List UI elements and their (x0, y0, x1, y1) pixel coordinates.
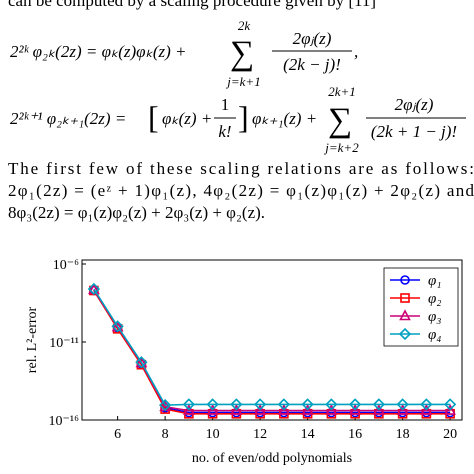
marker (135, 356, 148, 369)
eq2-sum-upper: 2k+1 (328, 84, 356, 99)
eq2-rest: φₖ₊₁(z) + (252, 109, 317, 128)
eq1-sum-upper: 2k (238, 18, 251, 33)
marker (182, 398, 196, 411)
marker (206, 398, 219, 411)
x-tick-label: 6 (114, 427, 121, 442)
marker (206, 403, 219, 415)
marker (400, 293, 410, 303)
x-tick-label: 10 (206, 427, 220, 442)
marker (183, 403, 195, 415)
marker (396, 403, 409, 415)
eq2-lhs: 2²ᵏ⁺¹ φ₂ₖ₊₁(2z) = (10, 109, 126, 128)
marker (111, 320, 124, 333)
x-tick-label: 8 (162, 427, 169, 442)
marker (277, 398, 291, 411)
marker (254, 403, 266, 415)
eq2-open: [ (148, 99, 159, 135)
marker (399, 309, 411, 321)
x-tick-label: 12 (253, 427, 267, 442)
marker (420, 398, 433, 411)
y-axis-label: rel. L²-error (25, 306, 40, 373)
x-tick-label: 16 (348, 427, 362, 442)
marker (443, 398, 457, 411)
eq2-frac-den: k! (218, 122, 231, 141)
legend-label: φ₂ (428, 291, 442, 307)
x-axis-label: no. of even/odd polynomials (192, 451, 352, 466)
x-tick-label: 20 (443, 427, 457, 442)
legend-label: φ₄ (428, 327, 442, 343)
legend-label: φ₁ (428, 273, 442, 289)
marker (87, 282, 101, 296)
y-tick-label: 10⁻¹⁶ (49, 414, 80, 429)
series-line (93, 290, 451, 415)
eq2-sum-lower: j=k+2 (323, 140, 359, 155)
marker (400, 275, 410, 285)
marker (325, 403, 338, 415)
marker (278, 403, 290, 415)
series-line (93, 288, 451, 406)
marker (348, 398, 362, 411)
marker (398, 327, 412, 341)
marker (373, 403, 385, 415)
eq1-sum: ∑ (230, 35, 254, 72)
marker (444, 403, 456, 415)
y-tick-label: 10⁻¹¹ (49, 336, 79, 351)
eq1-numerator: 2φⱼ(z) (293, 29, 332, 48)
eq2-denominator: (2k + 1 − j)! (371, 122, 457, 141)
eq2-frac-num: 1 (221, 95, 230, 114)
marker (420, 403, 433, 415)
eq2-sum: ∑ (328, 102, 352, 139)
marker (230, 403, 243, 415)
marker (253, 398, 267, 411)
marker (372, 398, 386, 411)
marker (301, 398, 314, 411)
top-line: can be computed by a scaling procedure g… (8, 0, 376, 10)
eq1-lhs: 2²ᵏ φ₂ₖ(2z) = φₖ(z)φₖ(z) + (10, 42, 186, 61)
marker (349, 403, 361, 415)
marker (396, 398, 409, 411)
x-tick-label: 18 (396, 427, 410, 442)
marker (325, 398, 338, 411)
eq1-denominator: (2k − j)! (283, 55, 341, 74)
legend-box (383, 267, 459, 347)
y-tick-label: 10⁻⁶ (53, 258, 79, 273)
paragraph-line: 8φ₃(2z) = φ₁(z)φ₂(z) + 2φ₃(z) + φ₂(z). (8, 203, 265, 222)
marker (301, 403, 314, 415)
legend-label: φ₃ (428, 309, 442, 325)
eq1-end: , (354, 42, 358, 61)
plot-frame (81, 259, 463, 421)
eq2-term: φₖ(z) + (162, 109, 212, 128)
marker (230, 398, 243, 411)
x-tick-label: 14 (301, 427, 315, 442)
paragraph-line: 2φ₁(2z) = (eᶻ + 1)φ₁(z), 4φ₂(2z) = φ₁(z)… (8, 181, 474, 200)
eq1-sum-lower: j=k+1 (225, 74, 260, 89)
marker (158, 398, 172, 412)
eq2-close: ] (238, 99, 249, 135)
eq2-numerator: 2φⱼ(z) (395, 95, 434, 114)
